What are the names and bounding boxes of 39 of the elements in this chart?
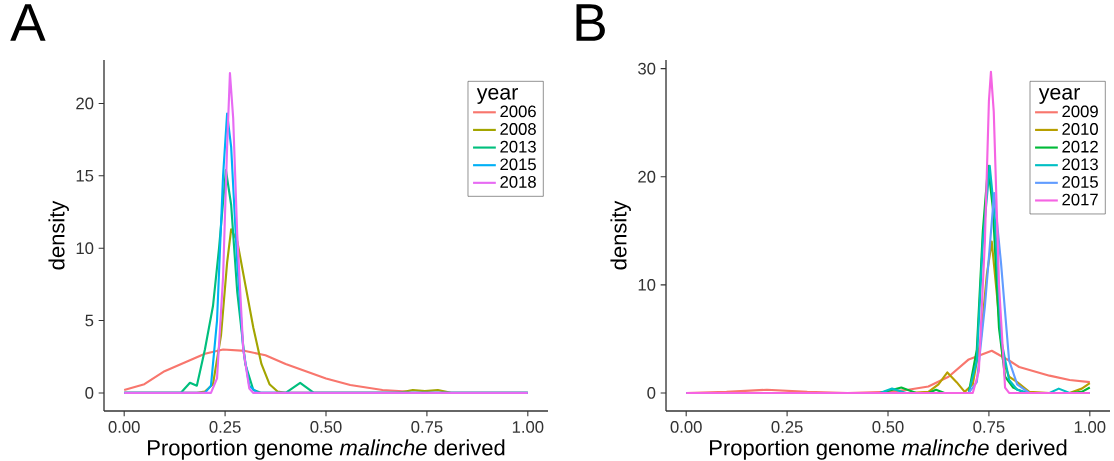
chart-title: B [576, 4, 605, 41]
legend-label: 2012 [1062, 140, 1098, 153]
legend-title: year [476, 87, 518, 104]
y-tick-label: 10 [638, 278, 656, 291]
chart-title: A [10, 4, 46, 41]
y-axis-title: density [48, 200, 69, 270]
x-tick-label: 0.50 [310, 421, 342, 433]
x-tick-label: 0.75 [411, 421, 443, 433]
legend-label: 2017 [1062, 193, 1098, 206]
x-tick-label: 0.25 [209, 421, 241, 433]
x-tick-label: 0.50 [872, 421, 904, 433]
legend-label: 2010 [1062, 123, 1098, 135]
y-axis-title: density [610, 200, 631, 270]
legend-label: 2013 [500, 140, 536, 153]
x-axis-title: Proportion genome malinche derived [148, 439, 505, 460]
y-tick-label: 10 [76, 242, 94, 255]
legend-title: year [1038, 87, 1080, 104]
legend-label: 2006 [500, 105, 536, 118]
y-tick-label: 0 [647, 387, 656, 399]
line-series [123, 348, 408, 393]
y-tick-label: 0 [85, 387, 94, 399]
y-tick-label: 15 [76, 169, 94, 182]
x-tick-label: 1.00 [512, 421, 544, 433]
legend-label: 2015 [1062, 176, 1098, 188]
x-tick-label: 0.00 [108, 421, 140, 433]
x-tick-label: 0.00 [670, 421, 702, 433]
x-tick-label: 0.25 [771, 421, 803, 433]
legend-label: 2015 [500, 158, 536, 171]
x-tick-label: 1.00 [1074, 421, 1106, 433]
y-tick-label: 5 [85, 314, 94, 327]
x-axis-title: Proportion genome malinche derived [710, 439, 1067, 460]
y-tick-label: 20 [638, 170, 656, 183]
legend-label: 2018 [500, 176, 536, 188]
y-tick-label: 20 [76, 97, 94, 110]
y-tick-label: 30 [638, 62, 656, 75]
legend-label: 2009 [1062, 105, 1098, 118]
legend-label: 2013 [1062, 158, 1098, 171]
x-tick-label: 0.75 [973, 421, 1005, 433]
legend-label: 2008 [500, 123, 536, 135]
